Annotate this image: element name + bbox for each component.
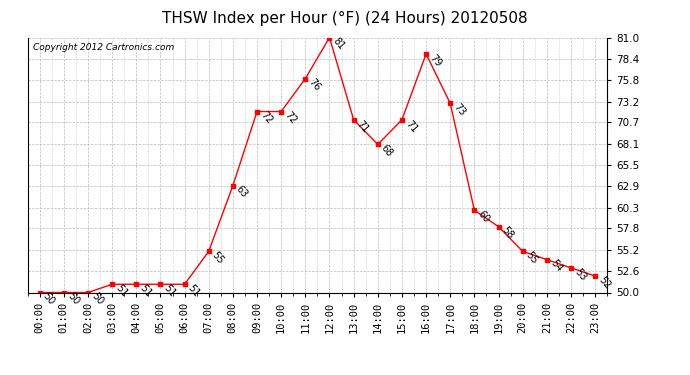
Text: 51: 51: [162, 283, 177, 299]
Text: 72: 72: [259, 110, 274, 126]
Text: 54: 54: [549, 258, 564, 274]
Text: 73: 73: [452, 102, 467, 118]
Text: 55: 55: [524, 250, 540, 266]
Text: 58: 58: [500, 225, 515, 241]
Text: 50: 50: [66, 291, 81, 307]
Text: 72: 72: [283, 110, 298, 126]
Text: 63: 63: [235, 184, 250, 200]
Text: 55: 55: [210, 250, 226, 266]
Text: 52: 52: [597, 274, 612, 291]
Text: THSW Index per Hour (°F) (24 Hours) 20120508: THSW Index per Hour (°F) (24 Hours) 2012…: [162, 11, 528, 26]
Text: 51: 51: [138, 283, 153, 299]
Text: 71: 71: [355, 118, 371, 134]
Text: 76: 76: [307, 77, 322, 93]
Text: 50: 50: [90, 291, 105, 307]
Text: 71: 71: [404, 118, 419, 134]
Text: 79: 79: [428, 53, 443, 69]
Text: 53: 53: [573, 266, 588, 282]
Text: Copyright 2012 Cartronics.com: Copyright 2012 Cartronics.com: [33, 43, 175, 52]
Text: 81: 81: [331, 36, 346, 52]
Text: 51: 51: [114, 283, 129, 299]
Text: 68: 68: [380, 143, 395, 159]
Text: 60: 60: [476, 209, 491, 225]
Text: 51: 51: [186, 283, 201, 299]
Text: 50: 50: [41, 291, 57, 307]
